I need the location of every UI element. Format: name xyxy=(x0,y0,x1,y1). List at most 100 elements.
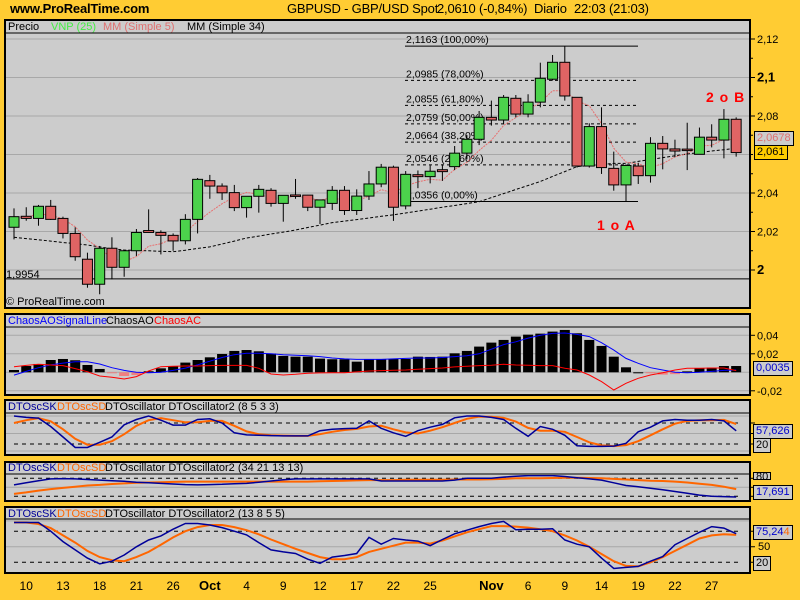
candle xyxy=(45,199,57,220)
candle xyxy=(387,165,399,221)
candle-body xyxy=(681,148,693,152)
ao-bar xyxy=(82,364,93,373)
candle xyxy=(657,136,669,170)
candle-body xyxy=(620,164,632,186)
legend-osc2-sd: DTOscSD xyxy=(57,462,107,474)
candle xyxy=(718,109,730,159)
x-axis-label: 12 xyxy=(313,579,327,593)
candle-body xyxy=(118,250,130,268)
osc1-sk-line xyxy=(13,415,737,449)
x-axis-label: 19 xyxy=(632,579,646,593)
chaos-axis-label: -0,02 xyxy=(757,386,782,398)
candle-body xyxy=(424,170,436,178)
ao-bar xyxy=(486,342,497,373)
ma5-value-tag: 2,0678 xyxy=(754,131,794,146)
candle-body xyxy=(718,118,730,141)
candle-body xyxy=(8,216,20,228)
price-axis-label: 2,04 xyxy=(757,188,778,200)
legend-osc1-sk: DTOscSK xyxy=(8,401,57,413)
x-axis-label: 18 xyxy=(93,579,107,593)
candle-body xyxy=(657,142,669,150)
candle-body xyxy=(596,126,608,169)
x-axis-label: 21 xyxy=(130,579,144,593)
candle-body xyxy=(228,192,240,209)
osc3-sd-line xyxy=(14,521,737,568)
legend-osc1-name: DTOscillator DTOscillator2 (8 5 3 3) xyxy=(105,401,279,413)
ao-bar xyxy=(45,359,56,373)
ao-bar xyxy=(523,334,534,373)
ao-bar xyxy=(731,366,742,373)
candle xyxy=(314,199,326,224)
candle-body xyxy=(155,231,167,236)
osc1-plot xyxy=(6,415,749,452)
candle xyxy=(192,177,204,234)
ao-bar xyxy=(376,358,387,373)
ao-bar xyxy=(339,359,350,373)
candle-body xyxy=(192,178,204,220)
osc1-value-tag: 57,626 xyxy=(753,424,793,439)
candle xyxy=(326,186,338,210)
candle xyxy=(596,107,608,174)
candle-body xyxy=(351,195,363,212)
x-axis-label: 6 xyxy=(525,579,532,593)
candle-body xyxy=(326,189,338,204)
candle-body xyxy=(94,247,106,285)
site-title[interactable]: www.ProRealTime.com xyxy=(10,1,150,16)
fibonacci-level-label: 2,0546 (23,60%) xyxy=(406,153,484,165)
price-axis-label: 2,1 xyxy=(757,70,775,85)
osc3-sd-value-fragment: 4 xyxy=(783,526,790,538)
ao-bar xyxy=(706,367,717,373)
ao-bar xyxy=(645,372,656,374)
candle-body xyxy=(644,142,656,177)
instrument-title: GBPUSD - GBP/USD Spot xyxy=(287,1,439,16)
candle-body xyxy=(559,61,571,97)
ao-bar xyxy=(682,371,693,373)
candle xyxy=(32,204,44,226)
osc3-plot xyxy=(6,520,749,570)
candle xyxy=(644,137,656,183)
candle-body xyxy=(130,231,142,252)
candle xyxy=(130,228,142,256)
chaos-axis-label: 0,04 xyxy=(757,330,778,342)
ao-bar xyxy=(633,372,644,374)
candle-body xyxy=(461,138,473,154)
ao-bar xyxy=(718,366,729,373)
ao-bar xyxy=(229,350,240,373)
candle xyxy=(20,207,32,221)
ao-bar xyxy=(155,368,166,373)
candle-body xyxy=(363,183,375,197)
candle-body xyxy=(608,167,620,186)
ao-bar xyxy=(94,368,105,373)
legend-ma34: MM (Simple 34) xyxy=(187,21,265,33)
candle xyxy=(69,227,81,261)
candle xyxy=(498,95,510,125)
ao-bar xyxy=(131,372,142,376)
candle xyxy=(228,184,240,212)
candle-body xyxy=(534,77,546,103)
ao-bar xyxy=(425,356,436,373)
candle-body xyxy=(69,232,81,258)
candle-body xyxy=(302,194,314,208)
ao-bar xyxy=(253,351,264,373)
legend-osc3-sd: DTOscSD xyxy=(57,508,107,520)
osc2-plot xyxy=(6,475,749,498)
ao-bar xyxy=(70,360,81,373)
chaos-plot xyxy=(6,329,749,392)
candle xyxy=(449,146,461,171)
candle xyxy=(559,46,571,101)
candle-body xyxy=(730,118,742,154)
legend-ma5: MM (Simple 5) xyxy=(103,21,175,33)
candle xyxy=(216,183,228,200)
low-marker-label: 1,9954 xyxy=(6,269,40,281)
legend-chaos-ao: ChaosAO xyxy=(106,315,154,327)
ao-bar xyxy=(535,333,546,373)
candle xyxy=(608,151,620,191)
ao-bar xyxy=(217,353,228,373)
candle xyxy=(155,230,167,255)
candle xyxy=(681,122,693,171)
ao-bar xyxy=(21,366,32,373)
ao-bar xyxy=(461,350,472,373)
candle-body xyxy=(265,189,277,204)
candle-body xyxy=(387,166,399,208)
